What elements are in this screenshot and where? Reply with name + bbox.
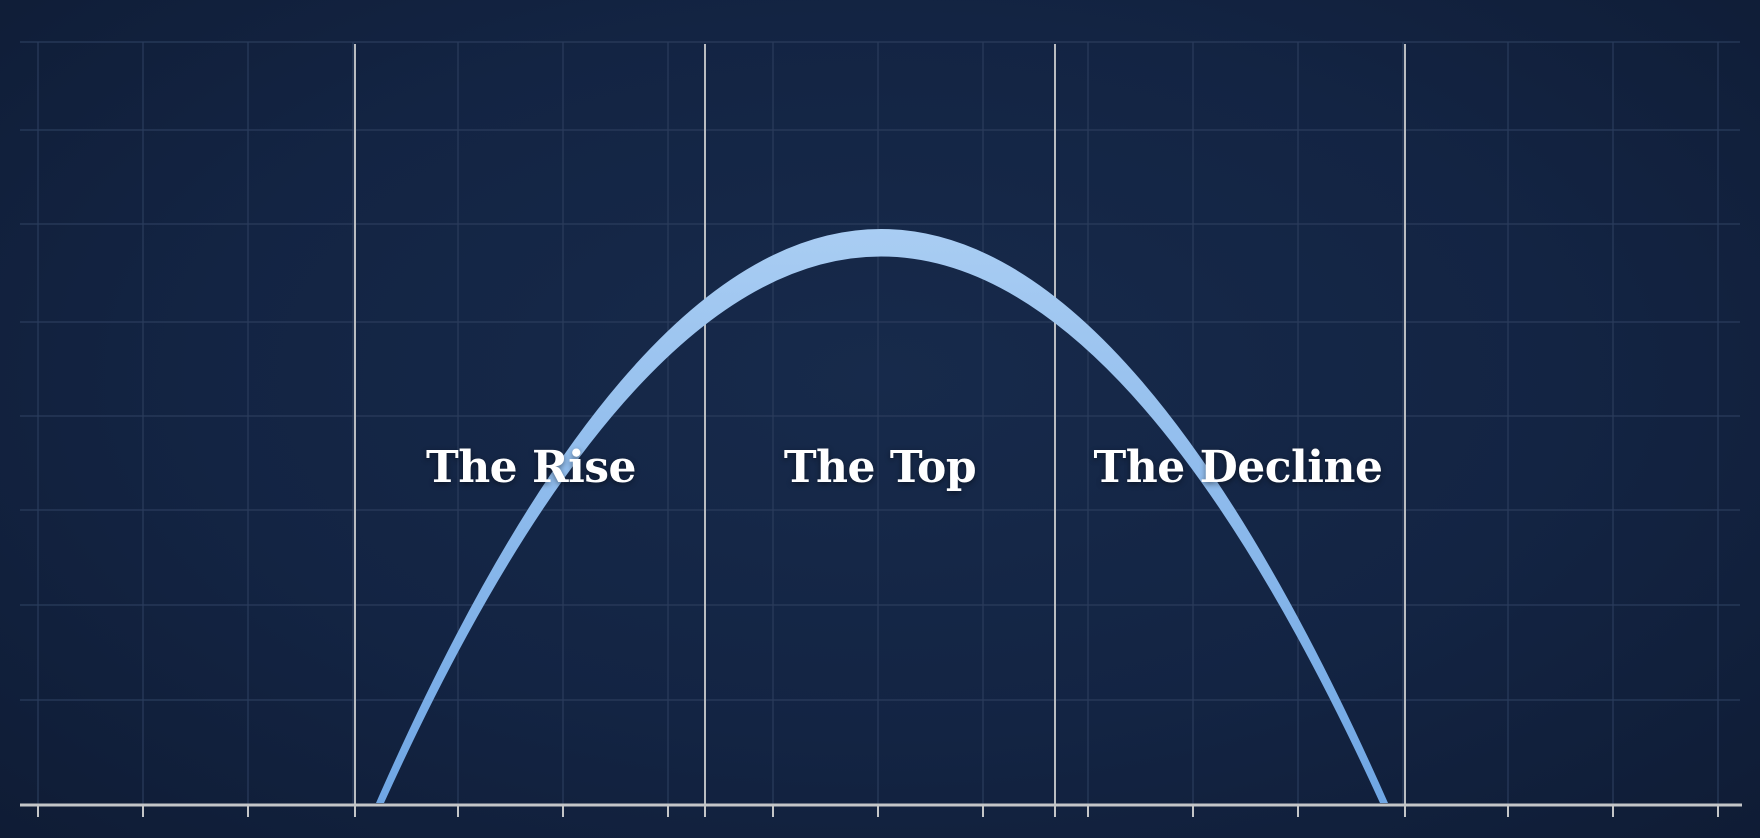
lifecycle-curve-group xyxy=(376,229,1388,803)
phase-dividers xyxy=(354,44,1406,805)
phase-label-rise: The Rise xyxy=(425,442,637,493)
background-grid xyxy=(20,41,1740,805)
phase-label-decline: The Decline xyxy=(1093,442,1383,493)
x-axis xyxy=(20,803,1742,817)
lifecycle-curve xyxy=(376,229,1388,803)
phase-label-top: The Top xyxy=(783,442,977,493)
